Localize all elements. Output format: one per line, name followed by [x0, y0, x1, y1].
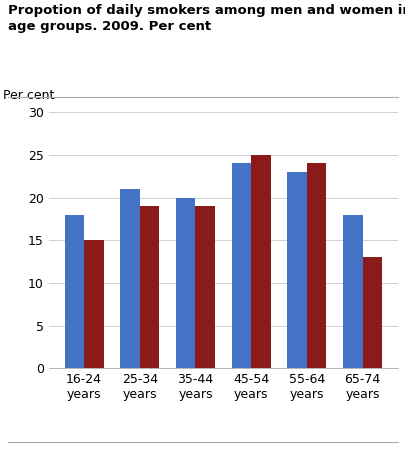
- Bar: [64, 215, 84, 368]
- Bar: [139, 206, 159, 368]
- Legend: Men, Women: Men, Women: [142, 446, 304, 449]
- Bar: [342, 215, 362, 368]
- Bar: [231, 163, 251, 368]
- Bar: [195, 206, 214, 368]
- Bar: [120, 189, 139, 368]
- Text: Propotion of daily smokers among men and women in dfferent
age groups. 2009. Per: Propotion of daily smokers among men and…: [8, 4, 405, 34]
- Bar: [362, 257, 381, 368]
- Bar: [287, 172, 306, 368]
- Text: Per cent: Per cent: [3, 89, 55, 102]
- Bar: [306, 163, 326, 368]
- Bar: [84, 240, 103, 368]
- Bar: [251, 155, 270, 368]
- Bar: [175, 198, 195, 368]
